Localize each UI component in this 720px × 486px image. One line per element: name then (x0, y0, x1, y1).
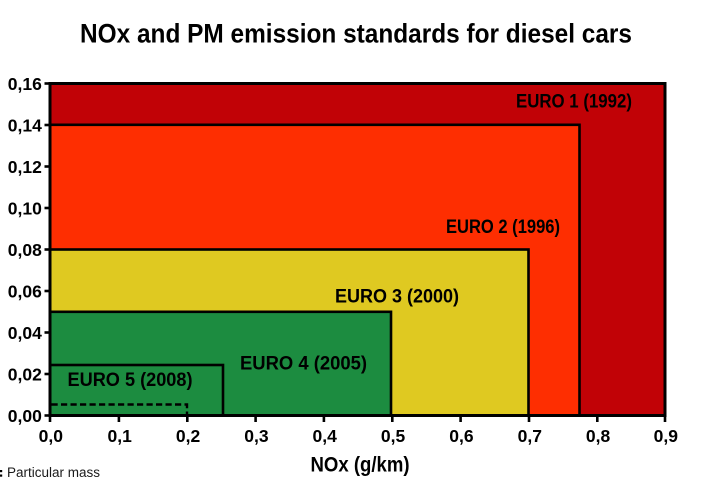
svg-text:0,4: 0,4 (313, 426, 338, 446)
svg-text:0,3: 0,3 (244, 426, 269, 446)
svg-text:0,00: 0,00 (8, 406, 42, 426)
svg-text:0,2: 0,2 (176, 426, 201, 446)
svg-text:EURO 3 (2000): EURO 3 (2000) (335, 286, 459, 308)
svg-text:NOx (g/km): NOx (g/km) (311, 454, 410, 477)
svg-text:0,12: 0,12 (8, 157, 42, 177)
svg-text:0,14: 0,14 (8, 115, 42, 135)
svg-text:EURO 4 (2005): EURO 4 (2005) (240, 353, 367, 375)
svg-text:0,5: 0,5 (381, 426, 406, 446)
svg-text:EURO 2 (1996): EURO 2 (1996) (446, 216, 560, 238)
svg-text:NOx and PM emission standards: NOx and PM emission standards for diesel… (80, 19, 632, 49)
svg-text:0,6: 0,6 (449, 426, 474, 446)
svg-text:Particular mass: Particular mass (7, 465, 100, 480)
svg-text:0,0: 0,0 (39, 426, 64, 446)
svg-text:0,7: 0,7 (518, 426, 542, 446)
svg-text:0,06: 0,06 (8, 281, 42, 301)
svg-text:0,02: 0,02 (8, 364, 42, 384)
svg-text:EURO 1 (1992): EURO 1 (1992) (516, 91, 632, 113)
svg-text:EURO 5 (2008): EURO 5 (2008) (68, 369, 193, 391)
svg-text:0,16: 0,16 (8, 74, 42, 94)
svg-text:0,1: 0,1 (108, 426, 133, 446)
svg-text:0,10: 0,10 (8, 198, 42, 218)
svg-text:0,9: 0,9 (654, 426, 679, 446)
svg-text:0,08: 0,08 (8, 240, 42, 260)
svg-text:0,04: 0,04 (8, 323, 42, 343)
svg-text:0,8: 0,8 (586, 426, 611, 446)
